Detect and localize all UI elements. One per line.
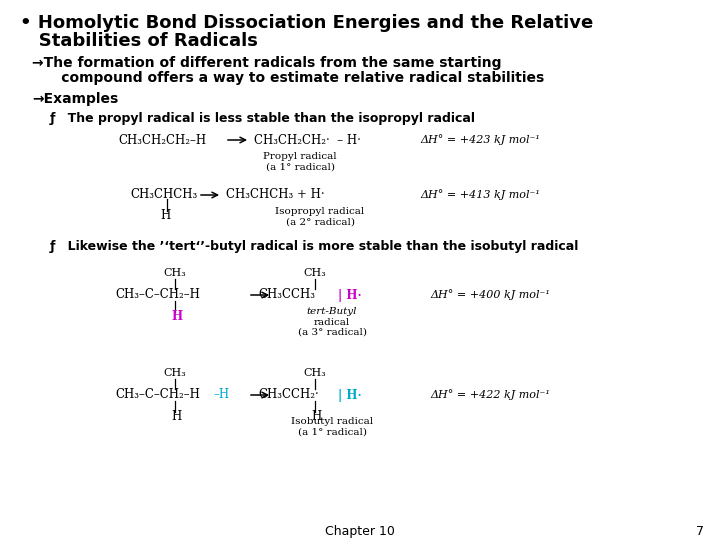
Text: ΔH° = +423 kJ mol⁻¹: ΔH° = +423 kJ mol⁻¹ bbox=[420, 134, 540, 145]
Text: CH₃CHCH₃ + H·: CH₃CHCH₃ + H· bbox=[226, 188, 325, 201]
Text: CH₃CCH₃: CH₃CCH₃ bbox=[258, 288, 315, 301]
Text: • Homolytic Bond Dissociation Energies and the Relative: • Homolytic Bond Dissociation Energies a… bbox=[20, 14, 593, 32]
Text: (a 3° radical): (a 3° radical) bbox=[297, 328, 366, 337]
Text: Isopropyl radical: Isopropyl radical bbox=[275, 207, 364, 216]
Text: CH₃CCH₂·: CH₃CCH₂· bbox=[258, 388, 319, 402]
Text: ΔH° = +400 kJ mol⁻¹: ΔH° = +400 kJ mol⁻¹ bbox=[430, 289, 550, 300]
Text: H: H bbox=[171, 410, 181, 423]
Text: (a 1° radical): (a 1° radical) bbox=[266, 163, 335, 172]
Text: CH₃CH₂CH₂·  – H·: CH₃CH₂CH₂· – H· bbox=[254, 133, 361, 146]
Text: ΔH° = +422 kJ mol⁻¹: ΔH° = +422 kJ mol⁻¹ bbox=[430, 389, 550, 401]
Text: H: H bbox=[311, 410, 321, 423]
Text: CH₃: CH₃ bbox=[304, 268, 326, 278]
Text: ΔH° = +413 kJ mol⁻¹: ΔH° = +413 kJ mol⁻¹ bbox=[420, 190, 540, 200]
Text: (a 1° radical): (a 1° radical) bbox=[297, 428, 366, 437]
Text: ƒ   Likewise the ’‘tert‘’-butyl radical is more stable than the isobutyl radical: ƒ Likewise the ’‘tert‘’-butyl radical is… bbox=[50, 240, 580, 253]
Text: →The formation of different radicals from the same starting: →The formation of different radicals fro… bbox=[32, 56, 502, 70]
Text: H: H bbox=[160, 209, 170, 222]
Text: CH₃: CH₃ bbox=[163, 268, 186, 278]
Text: CH₃CH₂CH₂–H: CH₃CH₂CH₂–H bbox=[118, 133, 206, 146]
Text: –H: –H bbox=[213, 388, 229, 402]
Text: tert-Butyl: tert-Butyl bbox=[307, 307, 357, 316]
Text: | H·: | H· bbox=[338, 288, 361, 301]
Text: →Examples: →Examples bbox=[32, 92, 118, 106]
Text: 7: 7 bbox=[696, 525, 704, 538]
Text: Isobutyl radical: Isobutyl radical bbox=[291, 417, 373, 426]
Text: CH₃–C–CH₂–H: CH₃–C–CH₂–H bbox=[115, 288, 200, 301]
Text: CH₃: CH₃ bbox=[163, 368, 186, 378]
Text: CH₃CHCH₃: CH₃CHCH₃ bbox=[130, 188, 197, 201]
Text: Stabilities of Radicals: Stabilities of Radicals bbox=[20, 32, 258, 50]
Text: ƒ   The propyl radical is less stable than the isopropyl radical: ƒ The propyl radical is less stable than… bbox=[50, 112, 476, 125]
Text: Propyl radical: Propyl radical bbox=[264, 152, 337, 161]
Text: H: H bbox=[171, 310, 182, 323]
Text: CH₃–C–CH₂–H: CH₃–C–CH₂–H bbox=[115, 388, 200, 402]
Text: CH₃: CH₃ bbox=[304, 368, 326, 378]
Text: | H·: | H· bbox=[338, 388, 361, 402]
Text: Chapter 10: Chapter 10 bbox=[325, 525, 395, 538]
Text: compound offers a way to estimate relative radical stabilities: compound offers a way to estimate relati… bbox=[32, 71, 544, 85]
Text: (a 2° radical): (a 2° radical) bbox=[286, 218, 354, 227]
Text: radical: radical bbox=[314, 318, 350, 327]
